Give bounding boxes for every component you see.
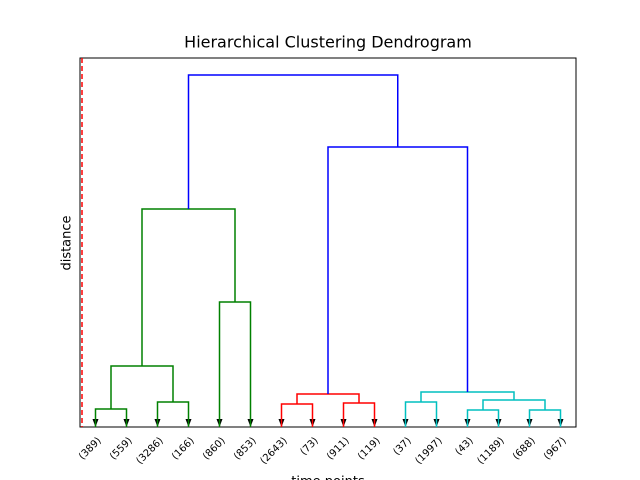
y-axis-label: distance <box>60 215 75 270</box>
link <box>482 399 546 410</box>
link <box>280 403 314 427</box>
leaf-label: (559) <box>108 435 135 462</box>
leaf-label: (2643) <box>258 435 289 466</box>
link <box>156 401 190 427</box>
leaf-label: (911) <box>325 435 352 462</box>
leaf-label: (688) <box>511 435 538 462</box>
x-axis-label: time points <box>291 475 365 480</box>
link <box>528 409 562 427</box>
link <box>342 402 376 427</box>
leaf-label: (389) <box>77 435 104 462</box>
link <box>404 401 438 427</box>
link <box>327 146 469 394</box>
leaf-label: (853) <box>232 435 259 462</box>
leaf-label: (3286) <box>134 435 165 466</box>
leaf-label: (1997) <box>413 435 444 466</box>
leaf-label: (43) <box>453 435 475 457</box>
link <box>466 409 500 427</box>
link <box>187 74 399 209</box>
leaf-label: (860) <box>201 435 228 462</box>
leaf-label: (119) <box>356 435 383 462</box>
link <box>141 208 236 366</box>
leaf-label: (37) <box>391 435 413 457</box>
chart-title: Hierarchical Clustering Dendrogram <box>184 33 472 52</box>
link <box>218 301 252 427</box>
link <box>94 408 128 427</box>
plot-frame <box>79 57 577 428</box>
leaf-label: (166) <box>170 435 197 462</box>
leaf-label: (73) <box>298 435 320 457</box>
leaf-label: (1189) <box>475 435 506 466</box>
leaf-label: (967) <box>542 435 569 462</box>
